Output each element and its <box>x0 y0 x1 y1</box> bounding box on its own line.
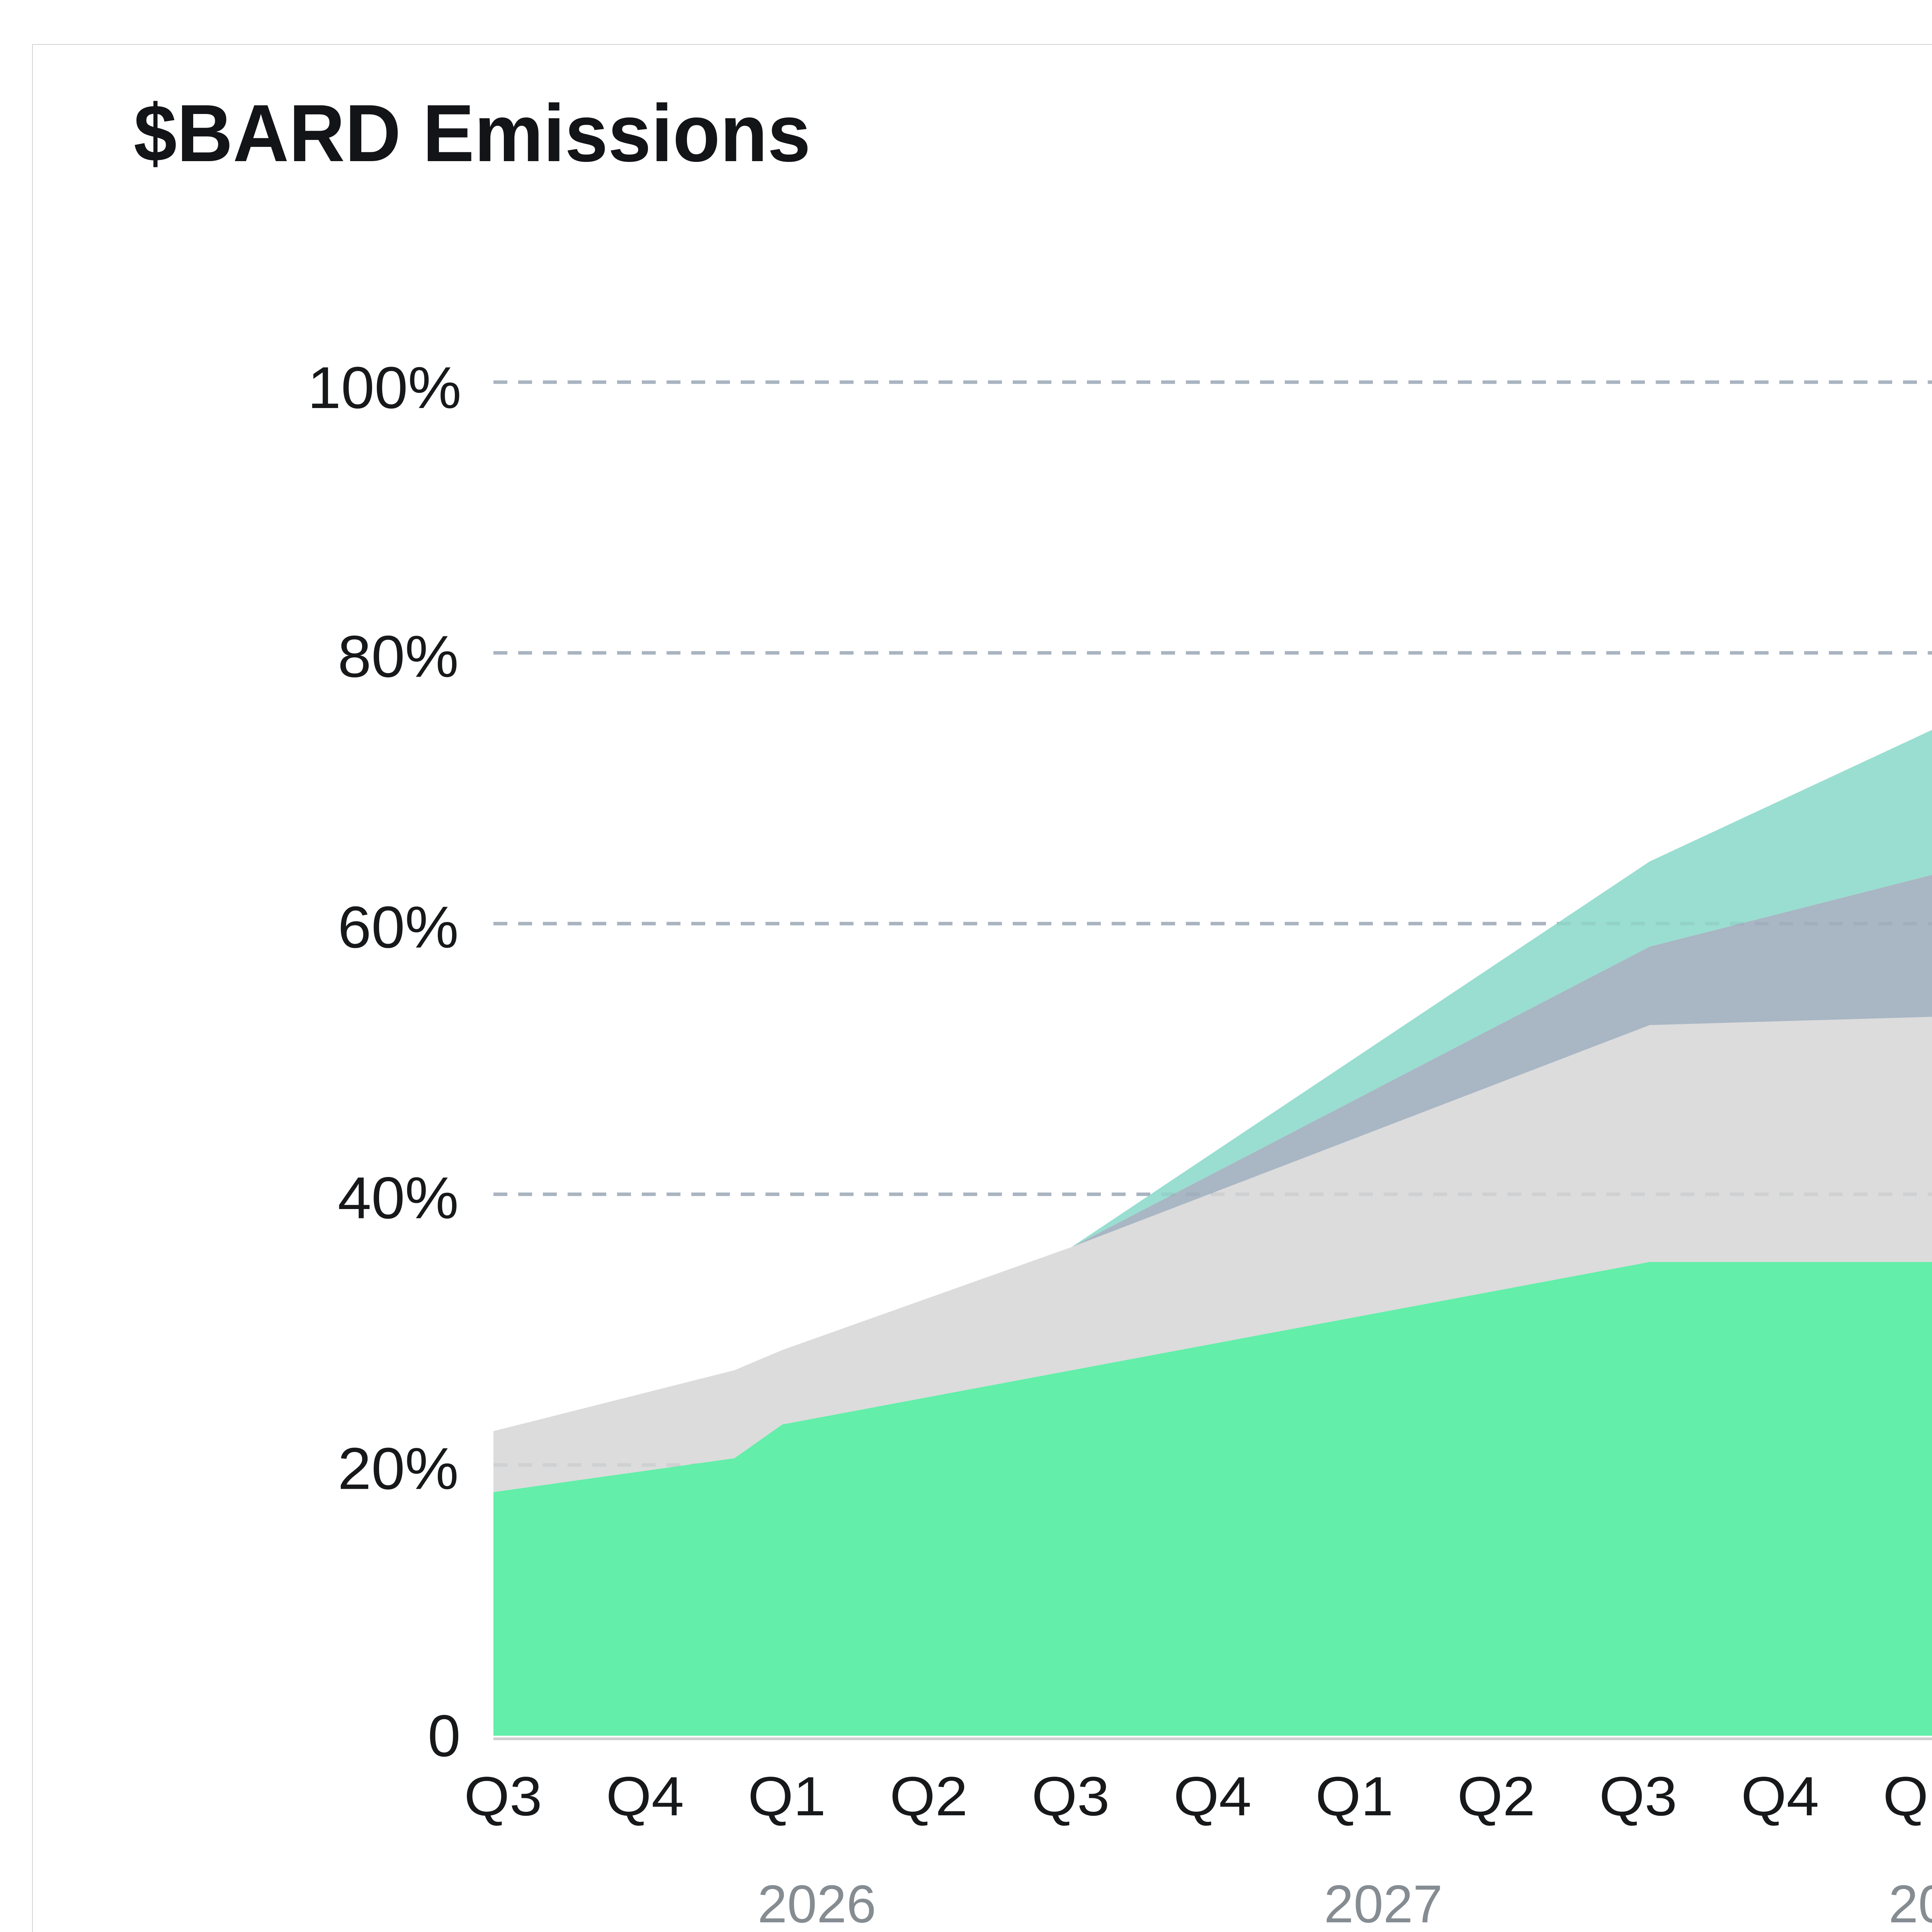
svg-text:80%: 80% <box>338 624 459 690</box>
svg-text:Q2: Q2 <box>1457 1766 1535 1827</box>
svg-text:2027: 2027 <box>1324 1874 1443 1932</box>
svg-text:Q3: Q3 <box>464 1766 542 1827</box>
svg-text:Q1: Q1 <box>748 1766 826 1827</box>
svg-text:60%: 60% <box>338 894 459 960</box>
svg-text:20%: 20% <box>338 1435 459 1502</box>
svg-text:Q4: Q4 <box>1741 1766 1819 1827</box>
svg-text:Q4: Q4 <box>1173 1766 1252 1827</box>
svg-text:Q2: Q2 <box>890 1766 968 1827</box>
svg-text:Q1: Q1 <box>1883 1766 1932 1827</box>
svg-text:Q4: Q4 <box>606 1766 684 1827</box>
svg-text:40%: 40% <box>338 1165 459 1231</box>
svg-text:$BARD Emissions: $BARD Emissions <box>134 88 811 179</box>
svg-text:Q3: Q3 <box>1032 1766 1110 1827</box>
svg-text:Q3: Q3 <box>1599 1766 1677 1827</box>
svg-text:Q1: Q1 <box>1315 1766 1393 1827</box>
svg-text:2028: 2028 <box>1889 1874 1932 1932</box>
svg-text:100%: 100% <box>308 355 461 421</box>
svg-text:2026: 2026 <box>758 1874 876 1932</box>
svg-text:0: 0 <box>428 1703 461 1769</box>
